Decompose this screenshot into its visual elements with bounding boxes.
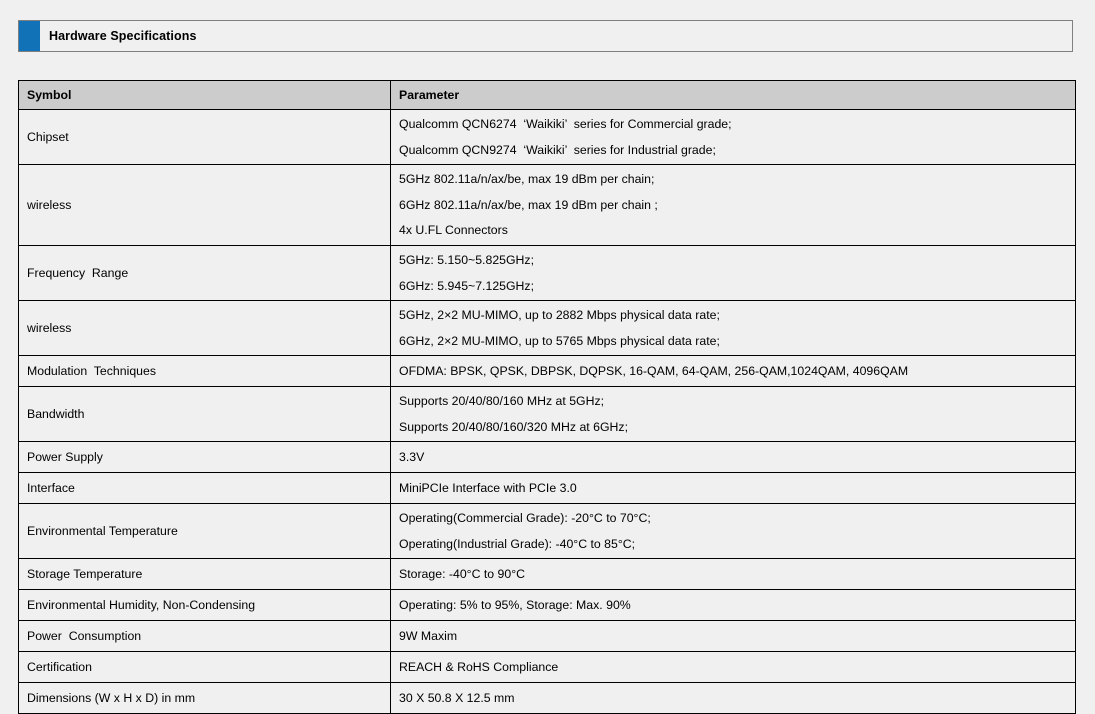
cell-parameter: REACH & RoHS Compliance (390, 651, 1076, 683)
table-row: Frequency Range 5GHz: 5.150~5.825GHz; 6GHz… (18, 245, 1076, 301)
table-row: Certification REACH & RoHS Compliance (18, 651, 1076, 683)
parameter-line: Operating(Industrial Grade): -40°C to 85… (399, 536, 636, 551)
accent-block-icon (19, 21, 40, 51)
parameter-line: Operating(Commercial Grade): -20°C to 70… (399, 510, 651, 525)
cell-symbol: Frequency Range (18, 245, 391, 301)
parameter-line: 9W Maxim (399, 628, 458, 643)
parameter-line: 5GHz, 2×2 MU-MIMO, up to 2882 Mbps physi… (399, 307, 720, 322)
parameter-line: Supports 20/40/80/160 MHz at 5GHz; (399, 393, 605, 408)
cell-parameter: MiniPCIe Interface with PCIe 3.0 (390, 472, 1076, 504)
cell-symbol: wireless (18, 300, 391, 356)
table-row: Modulation Techniques OFDMA: BPSK, QPSK, … (18, 355, 1076, 387)
cell-symbol: Power Consumption (18, 620, 391, 652)
cell-parameter: 5GHz: 5.150~5.825GHz; 6GHz: 5.945~7.125GH… (390, 245, 1076, 301)
parameter-line: Qualcomm QCN9274 ‘Waikiki’ series for In… (399, 142, 716, 157)
page-title: Hardware Specifications (49, 29, 197, 43)
parameter-line: Supports 20/40/80/160/320 MHz at 6GHz; (399, 419, 628, 434)
cell-parameter: 5GHz, 2×2 MU-MIMO, up to 2882 Mbps physi… (390, 300, 1076, 356)
table-row: wireless 5GHz, 2×2 MU-MIMO, up to 2882 Mb… (18, 300, 1076, 356)
section-header: Hardware Specifications (18, 20, 1073, 52)
table-row: Environmental Humidity, Non-Condensing Op… (18, 589, 1076, 621)
cell-symbol: Bandwidth (18, 386, 391, 442)
table-row: Environmental Temperature Operating(Comme… (18, 503, 1076, 559)
table-header-row: Symbol Parameter (18, 80, 1076, 110)
cell-parameter: 5GHz 802.11a/n/ax/be, max 19 dBm per cha… (390, 164, 1076, 246)
table-row: wireless 5GHz 802.11a/n/ax/be, max 19 dBm… (18, 164, 1076, 246)
parameter-line: 30 X 50.8 X 12.5 mm (399, 690, 515, 705)
parameter-line: 6GHz: 5.945~7.125GHz; (399, 278, 535, 293)
cell-symbol: Storage Temperature (18, 558, 391, 590)
parameter-line: 6GHz, 2×2 MU-MIMO, up to 5765 Mbps physi… (399, 333, 720, 348)
cell-symbol: Interface (18, 472, 391, 504)
cell-parameter: Operating(Commercial Grade): -20°C to 70… (390, 503, 1076, 559)
parameter-line: 5GHz: 5.150~5.825GHz; (399, 252, 535, 267)
cell-parameter: OFDMA: BPSK, QPSK, DBPSK, DQPSK, 16-QAM,… (390, 355, 1076, 387)
hardware-specifications-table: Symbol Parameter Chipset Qualcomm QCN6274… (18, 80, 1076, 714)
parameter-line: Operating: 5% to 95%, Storage: Max. 90% (399, 597, 631, 612)
table-body: Chipset Qualcomm QCN6274 ‘Waikiki’ series… (18, 109, 1076, 714)
parameter-line: 4x U.FL Connectors (399, 223, 508, 238)
table-row: Bandwidth Supports 20/40/80/160 MHz at 5G… (18, 386, 1076, 442)
table-row: Storage Temperature Storage: -40°C to 90°… (18, 558, 1076, 590)
cell-symbol: Modulation Techniques (18, 355, 391, 387)
cell-symbol: Environmental Humidity, Non-Condensing (18, 589, 391, 621)
cell-parameter: Supports 20/40/80/160 MHz at 5GHz; Suppor… (390, 386, 1076, 442)
parameter-line: OFDMA: BPSK, QPSK, DBPSK, DQPSK, 16-QAM,… (399, 363, 909, 378)
parameter-line: 6GHz 802.11a/n/ax/be, max 19 dBm per cha… (399, 197, 658, 212)
cell-symbol: wireless (18, 164, 391, 246)
parameter-line: Qualcomm QCN6274 ‘Waikiki’ series for Co… (399, 116, 732, 131)
table-row: Power Consumption 9W Maxim (18, 620, 1076, 652)
table-header: Symbol Parameter (18, 80, 1076, 110)
cell-parameter: 3.3V (390, 441, 1076, 473)
table-row: Power Supply 3.3V (18, 441, 1076, 473)
column-header-parameter: Parameter (390, 80, 1076, 110)
table-row: Interface MiniPCIe Interface with PCIe 3.… (18, 472, 1076, 504)
parameter-line: REACH & RoHS Compliance (399, 659, 559, 674)
cell-parameter: Qualcomm QCN6274 ‘Waikiki’ series for Co… (390, 109, 1076, 165)
cell-symbol: Chipset (18, 109, 391, 165)
parameter-line: Storage: -40°C to 90°C (399, 566, 526, 581)
table-row: Chipset Qualcomm QCN6274 ‘Waikiki’ series… (18, 109, 1076, 165)
cell-symbol: Power Supply (18, 441, 391, 473)
parameter-line: MiniPCIe Interface with PCIe 3.0 (399, 480, 577, 495)
cell-parameter: 9W Maxim (390, 620, 1076, 652)
parameter-line: 3.3V (399, 449, 425, 464)
column-header-symbol: Symbol (18, 80, 391, 110)
cell-parameter: Operating: 5% to 95%, Storage: Max. 90% (390, 589, 1076, 621)
cell-symbol: Certification (18, 651, 391, 683)
cell-parameter: Storage: -40°C to 90°C (390, 558, 1076, 590)
parameter-line: 5GHz 802.11a/n/ax/be, max 19 dBm per cha… (399, 172, 655, 187)
cell-symbol: Environmental Temperature (18, 503, 391, 559)
